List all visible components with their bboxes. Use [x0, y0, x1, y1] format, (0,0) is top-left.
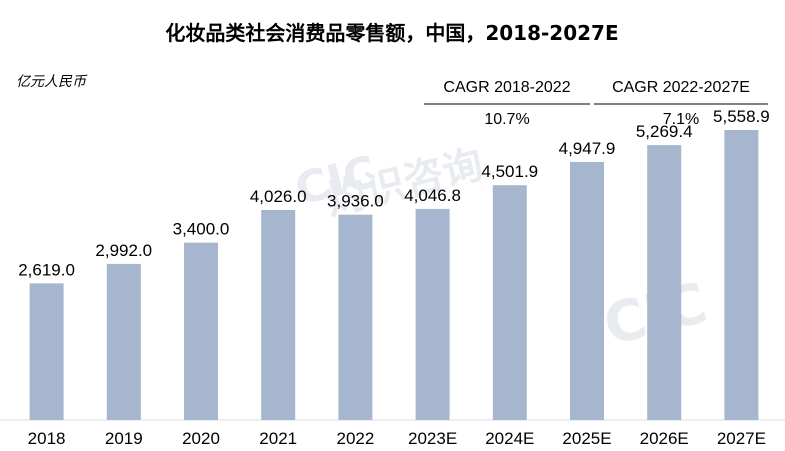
bars — [29, 130, 759, 420]
tick-label-2022: 2022 — [336, 429, 374, 448]
cagr-label-1: CAGR 2018-2022 — [443, 79, 570, 96]
value-label-2022: 3,936.0 — [327, 192, 384, 211]
bar-2020 — [184, 242, 218, 420]
bar-2023E — [415, 208, 450, 420]
x-axis-tick-labels: 2018 2019 2020 2021 2022 2023E 2024E 2025E 2026E… — [28, 429, 766, 448]
value-label-2025E: 4,947.9 — [559, 139, 616, 158]
bar-2027E — [724, 130, 759, 420]
tick-label-2026E: 2026E — [640, 429, 689, 448]
bar-2022 — [338, 214, 373, 420]
value-label-2019: 2,992.0 — [95, 241, 152, 260]
value-label-2023E: 4,046.8 — [404, 186, 461, 205]
cagr-value-2: 7.1% — [663, 111, 699, 128]
tick-label-2021: 2021 — [259, 429, 297, 448]
cagr-annotations: CAGR 2018-2022 10.7% CAGR 2022-2027E 7.1% — [424, 79, 768, 128]
cagr-label-2: CAGR 2022-2027E — [612, 79, 750, 96]
value-label-2021: 4,026.0 — [250, 187, 307, 206]
value-label-2026E: 5,269.4 — [636, 122, 693, 141]
tick-label-2019: 2019 — [105, 429, 143, 448]
value-label-2018: 2,619.0 — [18, 260, 75, 279]
bar-2019 — [106, 263, 141, 420]
bar-2025E — [570, 161, 604, 420]
bar-2021 — [261, 210, 296, 420]
tick-label-2023E: 2023E — [408, 429, 457, 448]
value-label-2027E: 5,558.9 — [713, 107, 770, 126]
tick-label-2027E: 2027E — [717, 429, 766, 448]
value-label-2024E: 4,501.9 — [481, 162, 538, 181]
bar-2024E — [492, 185, 527, 420]
tick-label-2025E: 2025E — [562, 429, 611, 448]
cagr-value-1: 10.7% — [484, 111, 529, 128]
tick-label-2020: 2020 — [182, 429, 220, 448]
tick-label-2018: 2018 — [28, 429, 66, 448]
value-labels: 2,619.0 2,992.0 3,400.0 4,026.0 3,936.0 4,046… — [18, 107, 770, 279]
value-label-2020: 3,400.0 — [173, 220, 230, 239]
chart-title: 化妆品类社会消费品零售额，中国，2018-2027E — [165, 21, 618, 45]
bar-2018 — [29, 283, 64, 420]
tick-label-2024E: 2024E — [485, 429, 534, 448]
bar-2026E — [647, 145, 682, 420]
unit-label: 亿元人民币 — [16, 74, 88, 90]
